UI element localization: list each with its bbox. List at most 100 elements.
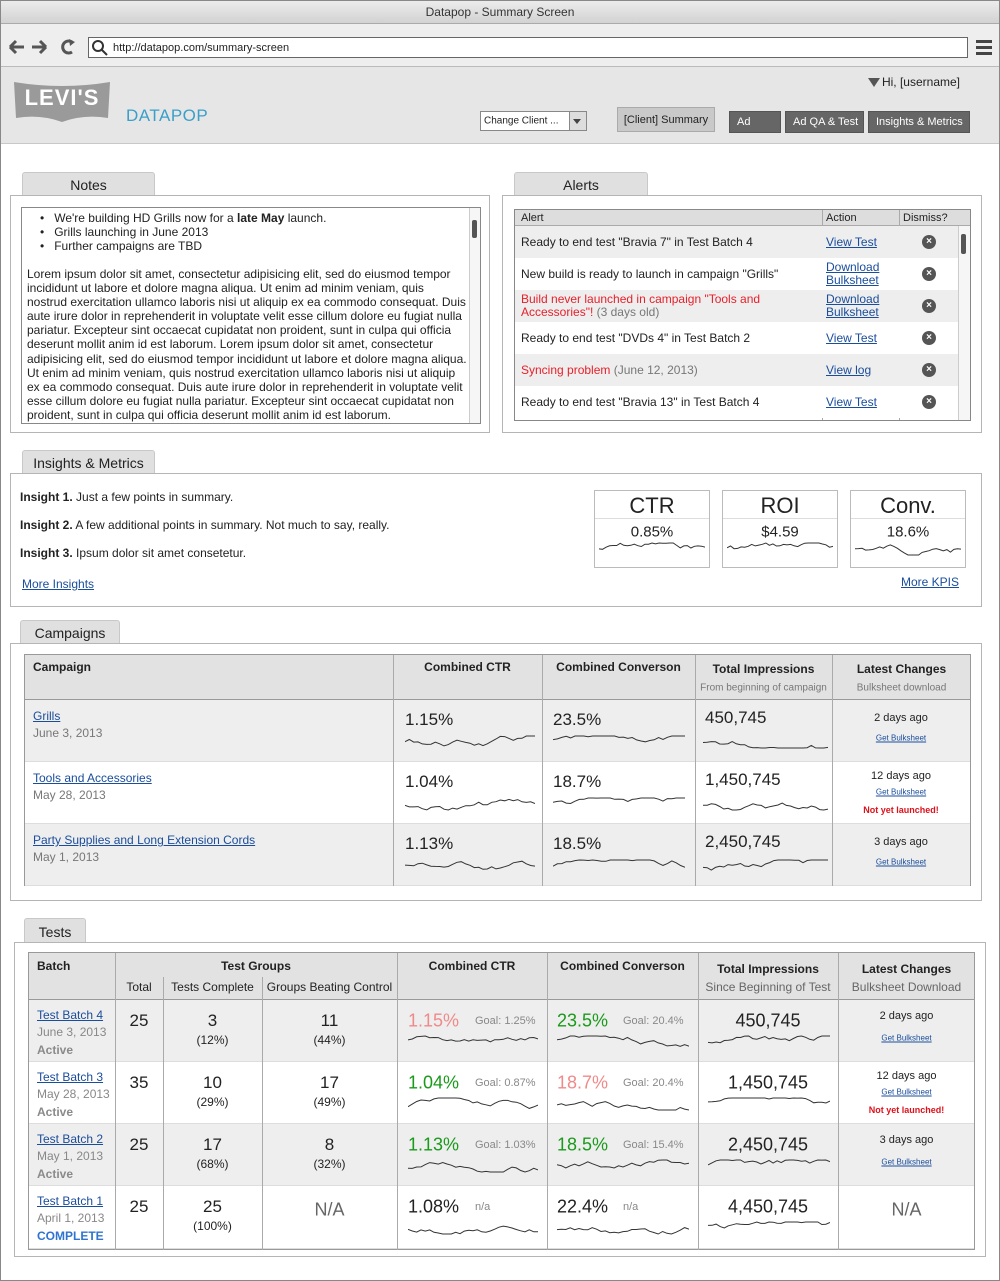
campaign-link[interactable]: Tools and Accessories [33, 771, 152, 785]
column-divider [542, 824, 543, 886]
campaign-ctr: 1.15% [405, 710, 454, 729]
test-row [29, 1000, 974, 1062]
alert-message: Syncing problem (June 12, 2013) [521, 362, 698, 377]
column-divider [695, 824, 696, 886]
client-select[interactable] [480, 111, 587, 131]
column-divider [262, 1186, 263, 1249]
sparkline [599, 542, 705, 550]
campaign-link[interactable]: Party Supplies and Long Extension Cords [33, 833, 256, 847]
insight-label: Insight 2. [20, 518, 73, 532]
nav-tab[interactable] [868, 111, 970, 133]
tests-complete-percent: (100%) [193, 1219, 232, 1233]
title-bar [1, 1, 999, 24]
campaign-conversion: 18.5% [553, 834, 602, 853]
dismiss-button[interactable]: × [922, 267, 936, 281]
url-bar[interactable] [88, 37, 968, 58]
panel-tab-label: Tests [38, 923, 72, 940]
test-batch-link[interactable]: Test Batch 4 [37, 1008, 104, 1022]
test-ctr: 1.15% [408, 1010, 460, 1031]
notes-box [21, 207, 481, 424]
panel-tab-label: Notes [70, 177, 107, 193]
alert-action-cell: View Test [826, 322, 892, 354]
menu-icon[interactable] [974, 38, 994, 56]
column-divider [397, 1124, 398, 1186]
sparkline [727, 542, 833, 550]
column-divider [115, 1062, 116, 1124]
dismiss-button[interactable]: × [922, 331, 936, 345]
tests-complete: 25 [203, 1197, 222, 1216]
sparkline-path [557, 1159, 689, 1169]
dismiss-button[interactable]: × [922, 299, 936, 313]
bulksheet-link[interactable]: Get Bulksheet [881, 1157, 932, 1167]
sparkline [405, 798, 535, 811]
alert-text: Syncing problem [521, 362, 611, 377]
column-header: Combined CTR [424, 660, 511, 674]
alert-action[interactable]: View Test [826, 394, 877, 409]
nav-tab[interactable] [617, 107, 715, 132]
note-bullet: • Grills launching in June 2013 [40, 225, 208, 239]
test-conversion: 18.5% [557, 1134, 609, 1155]
scrollbar [469, 208, 480, 423]
column-divider [115, 1124, 116, 1186]
insight-label: Insight 3. [20, 546, 73, 560]
nav-tab[interactable] [729, 111, 781, 133]
test-impressions: 1,450,745 [727, 1072, 809, 1093]
bulksheet-link[interactable]: Get Bulksheet [881, 1087, 932, 1097]
tests-table [28, 952, 975, 1250]
insight: Insight 1. Just a few points in summary. [20, 490, 233, 504]
column-divider [832, 762, 833, 824]
test-batch-link[interactable]: Test Batch 1 [37, 1194, 104, 1208]
column-subheader: Bulksheet Download [851, 980, 962, 994]
alert-text: New build is ready to launch in campaign… [521, 266, 779, 281]
user-caret[interactable] [866, 74, 882, 90]
sparkline-path [405, 860, 535, 870]
sparkline [408, 1161, 538, 1173]
kpi-head [723, 491, 837, 519]
sparkline [557, 1227, 689, 1235]
bulksheet-link[interactable]: Get Bulksheet [875, 857, 927, 867]
latest-changes: N/A [891, 1199, 922, 1220]
bulksheet-link[interactable]: Get Bulksheet [875, 787, 927, 797]
sparkline [408, 1097, 538, 1109]
alert-action[interactable]: View Test [826, 330, 877, 345]
sparkline-path [405, 798, 535, 811]
more-insights-link[interactable]: More Insights [22, 577, 95, 591]
groups-beating-percent: (49%) [313, 1095, 346, 1109]
note-bullet: • Further campaigns are TBD [40, 239, 202, 253]
kpi-card [722, 490, 838, 568]
alert-action[interactable]: Download Bulksheet [826, 292, 880, 319]
groups-beating: 11 [320, 1011, 339, 1030]
nav-buttons[interactable] [6, 36, 81, 58]
more-kpis-link[interactable]: More KPIS [900, 575, 959, 589]
test-batch-link[interactable]: Test Batch 2 [37, 1132, 104, 1146]
groups-beating: N/A [314, 1199, 345, 1220]
sparkline [855, 544, 961, 556]
tests-complete: 17 [203, 1135, 222, 1154]
insight-text: Ipsum dolor sit amet consetetur. [76, 546, 247, 560]
latest-changes: 3 days ago [879, 1134, 934, 1146]
bulksheet-link[interactable]: Get Bulksheet [875, 733, 927, 743]
sparkline-path [708, 1221, 830, 1229]
sparkline-path [708, 1035, 830, 1044]
panel-tab-label: Campaigns [34, 625, 106, 641]
nav-tab[interactable] [785, 111, 864, 133]
sparkline [557, 1035, 689, 1047]
test-total: 35 [129, 1073, 149, 1092]
dismiss-button[interactable]: × [922, 235, 936, 249]
test-total: 25 [129, 1197, 149, 1216]
dismiss-button[interactable]: × [922, 363, 936, 377]
dismiss-button[interactable]: × [922, 395, 936, 409]
bulksheet-link[interactable]: Get Bulksheet [881, 1033, 932, 1043]
column-divider [698, 1124, 699, 1186]
latest-changes: 12 days ago [876, 1070, 937, 1082]
alert-action[interactable]: Download Bulksheet [826, 260, 880, 287]
sparkline [708, 1035, 830, 1044]
campaign-link[interactable]: Grills [33, 709, 61, 723]
alert-action[interactable]: View Test [826, 234, 877, 249]
test-impressions: 450,745 [735, 1010, 801, 1031]
test-batch-link[interactable]: Test Batch 3 [37, 1070, 104, 1084]
sparkline [553, 797, 685, 805]
column-subheader: Tests Complete [171, 980, 254, 994]
test-conversion: 22.4% [557, 1196, 609, 1217]
alert-action[interactable]: View log [826, 362, 872, 377]
